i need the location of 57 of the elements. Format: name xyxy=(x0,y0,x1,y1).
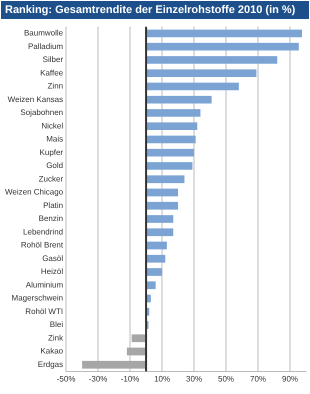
y-tick-label: Platin xyxy=(43,200,64,210)
y-tick-label: Zink xyxy=(48,333,64,342)
y-tick-label: Gold xyxy=(46,161,64,170)
y-tick-label: Gasöl xyxy=(42,254,64,263)
bar xyxy=(132,334,146,342)
y-tick-label: Aluminium xyxy=(26,280,64,290)
y-tick-label: Zinn xyxy=(48,82,64,91)
bar xyxy=(146,202,178,210)
bar xyxy=(146,242,167,250)
y-tick-label: Silber xyxy=(42,55,64,64)
y-tick-label: Weizen Kansas xyxy=(8,94,64,104)
x-tick-label: 70% xyxy=(250,374,266,384)
y-tick-label: Zucker xyxy=(38,174,64,184)
bar xyxy=(146,268,162,276)
y-tick-label: Weizen Chicago xyxy=(4,188,64,197)
bar xyxy=(82,360,146,369)
y-tick-label: Erdgas xyxy=(38,360,64,369)
bar xyxy=(146,254,166,263)
bar xyxy=(146,42,299,51)
y-tick-label: Kupfer xyxy=(40,148,64,157)
y-tick-label: Lebendrind xyxy=(23,227,64,236)
bar xyxy=(146,122,198,130)
x-tick-label: 50% xyxy=(218,374,234,384)
y-tick-label: Rohöl Brent xyxy=(20,240,64,250)
chart-title: Ranking: Gesamtrendite der Einzelrohstoffe 2010 (in %) xyxy=(1,1,309,19)
x-tick-label: -50% xyxy=(56,374,76,384)
x-tick-label: -30% xyxy=(88,374,108,384)
bar xyxy=(146,136,196,144)
y-tick-label: Sojabohnen xyxy=(20,108,64,118)
bar xyxy=(146,162,192,170)
y-tick-label: Heizöl xyxy=(40,267,64,276)
y-tick-label: Palladium xyxy=(28,42,64,51)
y-tick-label: Nickel xyxy=(41,121,64,130)
y-tick-label: Kakao xyxy=(40,346,64,356)
bar xyxy=(146,228,174,236)
y-tick-label: Kaffee xyxy=(40,68,64,78)
bar xyxy=(146,56,278,64)
y-tick-label: Magerschwein xyxy=(12,294,64,303)
x-tick-label: -10% xyxy=(120,374,140,384)
bar xyxy=(146,109,200,117)
y-tick-label: Baumwolle xyxy=(24,28,64,38)
bar xyxy=(146,30,302,38)
bar xyxy=(146,215,174,223)
x-tick-label: 90% xyxy=(282,374,298,384)
bar xyxy=(126,348,146,356)
y-tick-label: Blei xyxy=(50,320,64,330)
x-tick-label: 10% xyxy=(154,374,170,384)
bar xyxy=(146,175,184,184)
y-tick-label: Mais xyxy=(46,134,64,144)
y-tick-label: Benzin xyxy=(38,214,64,224)
bar xyxy=(146,82,239,90)
bar xyxy=(146,188,178,196)
bar xyxy=(146,69,256,78)
y-tick-label: Rohöl WTI xyxy=(25,306,64,316)
bar xyxy=(146,148,194,157)
bar xyxy=(146,96,212,104)
x-tick-label: 30% xyxy=(186,374,202,384)
